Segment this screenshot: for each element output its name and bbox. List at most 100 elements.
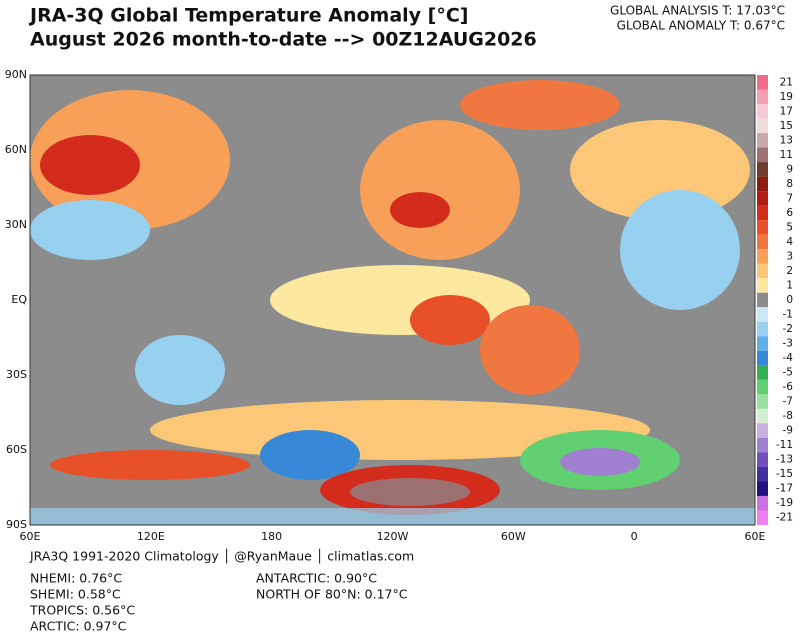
asia-warm bbox=[40, 135, 140, 195]
colorbar-label: 19 bbox=[780, 91, 793, 103]
antarctic-rim bbox=[30, 508, 755, 525]
stat: ANTARCTIC: 0.90°C bbox=[256, 571, 377, 586]
colorbar-label: 11 bbox=[780, 149, 793, 161]
colorbar-swatch bbox=[757, 133, 768, 148]
colorbar-label: 9 bbox=[786, 163, 793, 175]
lon-label: 120W bbox=[377, 530, 409, 543]
colorbar-label: -17 bbox=[776, 483, 793, 495]
south-cool bbox=[260, 430, 360, 480]
colorbar-label: -9 bbox=[783, 425, 793, 437]
australia-cool bbox=[135, 335, 225, 405]
colorbar-swatch bbox=[757, 104, 768, 119]
colorbar-swatch bbox=[757, 147, 768, 163]
colorbar-swatch bbox=[757, 118, 768, 134]
colorbar-swatch bbox=[757, 89, 768, 105]
colorbar-label: 3 bbox=[786, 250, 793, 262]
title: JRA-3Q Global Temperature Anomaly [°C] bbox=[28, 5, 469, 27]
colorbar-swatch bbox=[757, 394, 768, 409]
colorbar-swatch bbox=[757, 408, 768, 424]
lat-label: 60N bbox=[5, 143, 27, 156]
colorbar-swatch bbox=[757, 350, 768, 366]
namerica-field bbox=[360, 120, 520, 260]
colorbar-label: 17 bbox=[780, 105, 793, 117]
colorbar-swatch bbox=[757, 307, 768, 322]
samerica-field bbox=[480, 305, 580, 395]
colorbar-label: 8 bbox=[786, 178, 793, 190]
stat: ARCTIC: 0.97°C bbox=[30, 619, 127, 634]
credit: JRA3Q 1991-2020 Climatology │ @RyanMaue … bbox=[29, 549, 414, 565]
colorbar-swatch bbox=[757, 278, 768, 293]
colorbar-swatch bbox=[757, 162, 768, 177]
colorbar-swatch bbox=[757, 423, 768, 438]
greenland-field bbox=[460, 80, 620, 130]
colorbar-label: 21 bbox=[780, 76, 793, 88]
colorbar-label: -1 bbox=[783, 309, 793, 321]
colorbar-swatch bbox=[757, 321, 768, 337]
colorbar-label: -19 bbox=[776, 497, 793, 509]
colorbar-swatch bbox=[757, 379, 768, 395]
colorbar-swatch bbox=[757, 510, 768, 525]
colorbar-label: -6 bbox=[783, 381, 794, 393]
colorbar-label: -13 bbox=[776, 454, 793, 466]
colorbar-label: 13 bbox=[780, 134, 793, 146]
colorbar-label: 5 bbox=[786, 221, 793, 233]
colorbar-swatch bbox=[757, 437, 768, 453]
colorbar-label: -8 bbox=[783, 410, 793, 422]
colorbar-swatch bbox=[757, 452, 768, 467]
lat-label: 30S bbox=[6, 368, 27, 381]
subtitle: August 2026 month-to-date --> 00Z12AUG20… bbox=[30, 29, 537, 51]
colorbar-swatch bbox=[757, 466, 768, 482]
lon-label: 60W bbox=[501, 530, 526, 543]
colorbar-swatch bbox=[757, 481, 768, 496]
colorbar-label: 6 bbox=[786, 207, 793, 219]
lon-label: 60E bbox=[20, 530, 41, 543]
colorbar-label: -11 bbox=[776, 439, 793, 451]
map-frame bbox=[29, 74, 756, 526]
enso-warm bbox=[410, 295, 490, 345]
lat-label: 60S bbox=[6, 443, 27, 456]
colorbar-swatch bbox=[757, 249, 768, 264]
colorbar-label: 15 bbox=[780, 120, 793, 132]
europe-field bbox=[570, 120, 750, 220]
lon-label: 60E bbox=[745, 530, 766, 543]
africa-cool bbox=[620, 190, 740, 310]
global-analysis: GLOBAL ANALYSIS T: 17.03°C bbox=[610, 4, 785, 18]
colorbar-label: -3 bbox=[783, 338, 793, 350]
colorbar-swatch bbox=[757, 220, 768, 235]
weddell-cold bbox=[560, 448, 640, 476]
lat-label: 30N bbox=[5, 218, 27, 231]
global-anomaly: GLOBAL ANOMALY T: 0.67°C bbox=[617, 19, 785, 33]
colorbar-label: 2 bbox=[786, 265, 793, 277]
colorbar-label: -5 bbox=[783, 367, 793, 379]
colorbar-swatch bbox=[757, 292, 768, 308]
map bbox=[29, 74, 756, 526]
colorbar-label: 4 bbox=[786, 236, 793, 248]
colorbar-swatch bbox=[757, 263, 768, 279]
colorbar-label: -2 bbox=[783, 323, 793, 335]
colorbar-label: -21 bbox=[776, 512, 793, 524]
stat: SHEMI: 0.58°C bbox=[30, 587, 121, 602]
asia-cool bbox=[30, 200, 150, 260]
lat-label: 90N bbox=[5, 68, 27, 81]
colorbar-label: -7 bbox=[783, 396, 793, 408]
namerica-warm bbox=[390, 192, 450, 228]
colorbar-label: -15 bbox=[776, 468, 793, 480]
colorbar-swatch bbox=[757, 75, 768, 90]
colorbar-label: 1 bbox=[786, 279, 793, 291]
lon-label: 180 bbox=[261, 530, 282, 543]
colorbar-label: -4 bbox=[783, 352, 794, 364]
colorbar-swatch bbox=[757, 191, 768, 206]
colorbar-swatch bbox=[757, 495, 768, 511]
colorbar-swatch bbox=[757, 176, 768, 192]
lat-label: EQ bbox=[11, 293, 27, 306]
antarctic-hot bbox=[350, 478, 470, 506]
colorbar-label: 0 bbox=[786, 294, 793, 306]
lon-label: 0 bbox=[631, 530, 638, 543]
colorbar-swatch bbox=[757, 205, 768, 221]
stat: NHEMI: 0.76°C bbox=[30, 571, 122, 586]
lat-label: 90S bbox=[6, 518, 27, 531]
stat: TROPICS: 0.56°C bbox=[29, 603, 135, 618]
lon-label: 120E bbox=[137, 530, 165, 543]
colorbar-swatch bbox=[757, 365, 768, 380]
